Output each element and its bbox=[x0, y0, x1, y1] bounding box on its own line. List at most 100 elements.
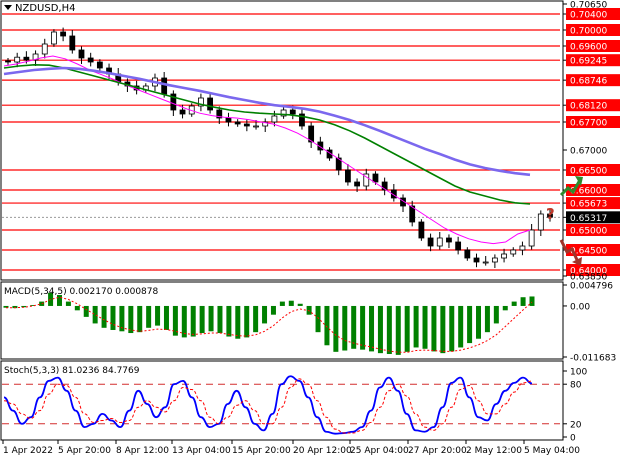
candle-body bbox=[69, 35, 76, 51]
macd-bar bbox=[386, 305, 392, 355]
macd-bar bbox=[262, 305, 268, 324]
macd-bar bbox=[56, 295, 62, 306]
price-tick-label: 0.66500 bbox=[570, 167, 607, 177]
candle-body bbox=[78, 49, 85, 59]
candle-body bbox=[390, 189, 397, 199]
time-label: 2 May 12:00 bbox=[466, 446, 522, 456]
level-badge bbox=[566, 224, 620, 236]
candle-body bbox=[455, 241, 462, 251]
current-price-badge bbox=[566, 211, 620, 224]
candle-body bbox=[170, 93, 177, 111]
candle-body bbox=[464, 249, 471, 259]
macd-tick-label: 0.004796 bbox=[570, 282, 613, 292]
candles bbox=[5, 27, 553, 268]
macd-bar bbox=[128, 305, 134, 334]
candle-body bbox=[96, 61, 103, 69]
macd-bar bbox=[529, 296, 535, 306]
macd-bar bbox=[333, 305, 339, 352]
level-badge bbox=[566, 116, 620, 128]
macd-bar bbox=[235, 305, 241, 339]
macd-bar bbox=[413, 305, 419, 348]
dropdown-triangle-icon[interactable] bbox=[4, 5, 12, 10]
price-tick-label: 0.65000 bbox=[570, 227, 607, 237]
stoch-title: Stoch(5,3,3) 81.0236 84.7769 bbox=[4, 366, 140, 376]
price-panel-frame bbox=[0, 0, 564, 281]
macd-bar bbox=[30, 305, 36, 306]
stochastic-axis: 100 80 20 0 bbox=[563, 368, 587, 444]
price-tick-label: 0.68120 bbox=[570, 102, 607, 112]
time-label: 15 Apr 20:00 bbox=[232, 446, 291, 456]
macd-bar bbox=[458, 305, 464, 348]
candle-body bbox=[537, 213, 544, 231]
candle-body bbox=[510, 249, 517, 255]
macd-bar bbox=[92, 305, 98, 324]
macd-bar bbox=[297, 303, 303, 306]
price-tick-label: 0.67000 bbox=[570, 147, 607, 157]
candle-body bbox=[335, 157, 342, 171]
stoch-line bbox=[3, 375, 533, 435]
candle-body bbox=[299, 113, 305, 127]
candle-body bbox=[41, 43, 48, 55]
level-badge bbox=[566, 184, 620, 196]
candle-body bbox=[372, 173, 379, 183]
macd-bar bbox=[74, 305, 80, 311]
macd-bar bbox=[190, 305, 196, 337]
candle-body bbox=[216, 109, 223, 119]
ma-line bbox=[3, 66, 531, 177]
candle-body bbox=[253, 125, 259, 128]
candle-body bbox=[5, 60, 11, 63]
macd-bar bbox=[351, 305, 357, 349]
candle-body bbox=[354, 181, 360, 187]
macd-bar bbox=[476, 305, 482, 339]
time-label: 8 Apr 12:00 bbox=[116, 446, 169, 456]
level-badge bbox=[566, 197, 620, 210]
macd-bar bbox=[404, 305, 410, 352]
candle-body bbox=[528, 229, 535, 247]
price-tick-label: 0.70400 bbox=[570, 11, 607, 21]
price-tick-label: 0.66000 bbox=[570, 187, 607, 197]
candle-body bbox=[308, 125, 315, 143]
macd-bar bbox=[484, 305, 490, 333]
macd-axis: 0.004796 0.00 -0.011683 bbox=[563, 282, 616, 364]
macd-bar bbox=[279, 301, 285, 306]
candle-body bbox=[427, 237, 434, 247]
candle-body bbox=[409, 205, 416, 223]
down-arrow-icon bbox=[559, 239, 582, 266]
level-badge bbox=[566, 24, 620, 36]
level-badge bbox=[566, 74, 620, 87]
macd-signal-line bbox=[6, 296, 533, 353]
macd-bar bbox=[511, 301, 517, 306]
macd-bar bbox=[199, 305, 205, 334]
time-label: 20 Apr 12:00 bbox=[293, 446, 352, 456]
macd-bar bbox=[449, 305, 455, 352]
macd-bar bbox=[208, 305, 214, 332]
candle-body bbox=[87, 57, 94, 63]
macd-bar bbox=[146, 305, 152, 328]
price-tick-label: 0.63850 bbox=[570, 273, 607, 283]
macd-bar bbox=[315, 305, 321, 333]
macd-bar bbox=[288, 300, 294, 306]
stochastic-lines bbox=[2, 375, 560, 435]
candle-body bbox=[179, 109, 186, 115]
level-badge bbox=[566, 99, 620, 112]
macd-bar bbox=[440, 305, 446, 354]
macd-bar bbox=[83, 305, 89, 317]
candle-body bbox=[473, 257, 480, 263]
candle-body bbox=[547, 213, 553, 218]
time-label: 5 May 04:00 bbox=[524, 446, 580, 456]
price-tick-label: 0.70000 bbox=[570, 27, 607, 37]
level-badge bbox=[566, 54, 620, 67]
macd-bar bbox=[502, 305, 508, 311]
price-tick-label: 0.69600 bbox=[570, 43, 607, 53]
macd-bar bbox=[137, 305, 143, 333]
candle-body bbox=[198, 97, 204, 107]
symbol-timeframe: NZDUSD,H4 bbox=[15, 3, 75, 14]
ma-line bbox=[3, 63, 531, 205]
macd-bar bbox=[422, 305, 428, 349]
candle-body bbox=[14, 56, 21, 63]
candle-body bbox=[289, 109, 296, 115]
time-label: 1 Apr 2022 bbox=[3, 446, 53, 456]
macd-bar bbox=[172, 305, 178, 336]
